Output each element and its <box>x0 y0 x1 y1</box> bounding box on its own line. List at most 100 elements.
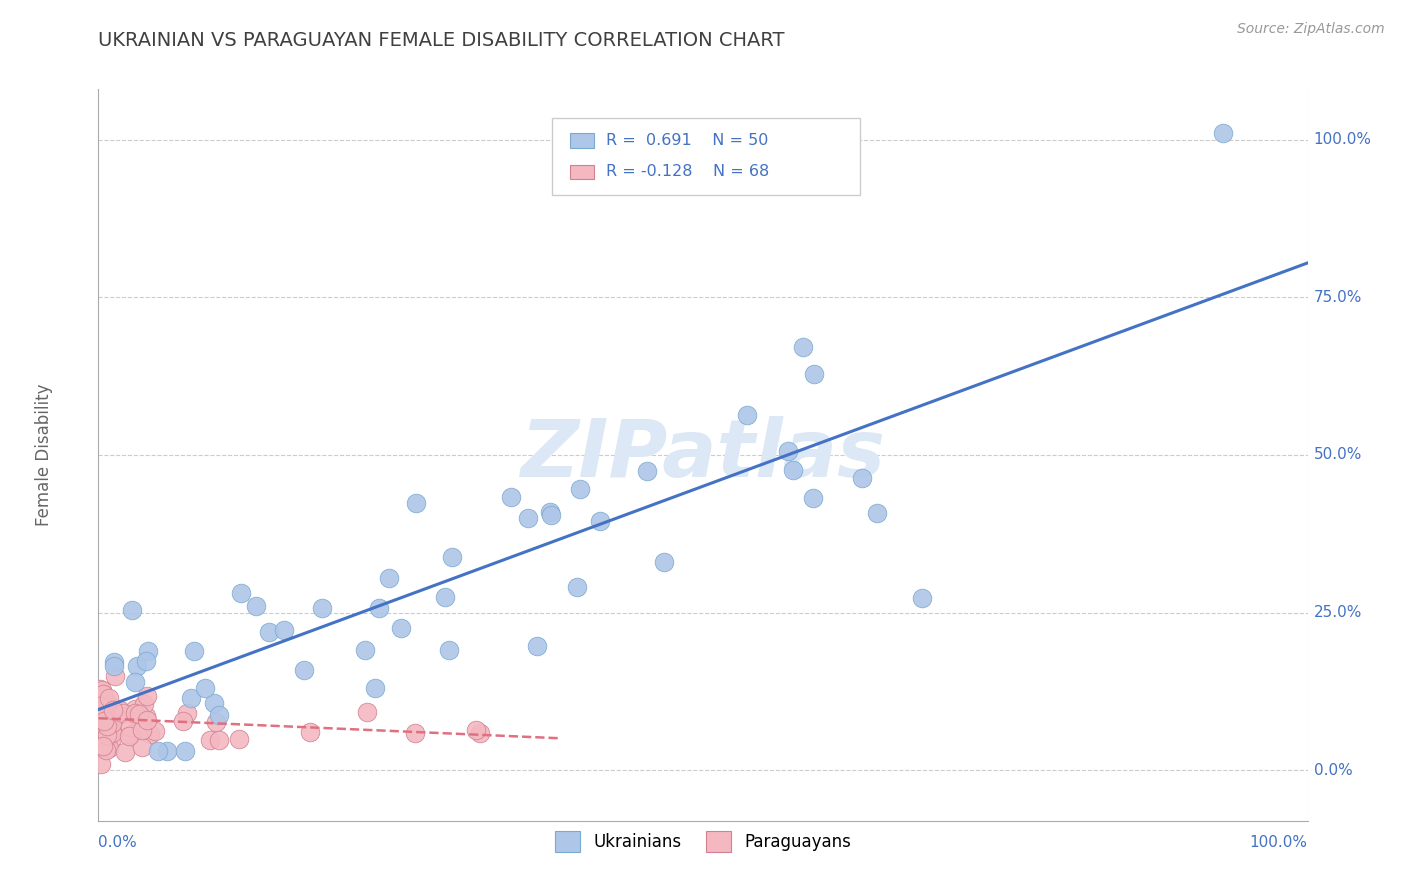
Point <box>87 700 110 714</box>
Point <box>183 644 205 658</box>
Point <box>131 723 153 737</box>
Point <box>257 625 280 640</box>
Point <box>588 514 610 528</box>
Point <box>96 719 118 733</box>
Point <box>146 744 169 758</box>
Text: UKRAINIAN VS PARAGUAYAN FEMALE DISABILITY CORRELATION CHART: UKRAINIAN VS PARAGUAYAN FEMALE DISABILIT… <box>98 31 785 50</box>
Point <box>87 698 110 713</box>
Point <box>125 709 148 723</box>
Point <box>107 708 129 723</box>
Point <box>538 504 561 518</box>
Point <box>735 408 758 422</box>
Point <box>93 695 115 709</box>
Point <box>89 689 111 703</box>
Point <box>135 689 157 703</box>
Point <box>90 700 112 714</box>
Point <box>172 714 194 728</box>
Point <box>228 731 250 746</box>
Point <box>499 490 522 504</box>
Point <box>156 744 179 758</box>
Point <box>135 714 157 728</box>
Point <box>204 715 226 730</box>
Point <box>93 691 115 706</box>
Point <box>468 726 491 740</box>
Point <box>526 639 548 653</box>
Point <box>89 698 111 713</box>
Point <box>96 727 118 741</box>
Point <box>91 687 114 701</box>
Point <box>202 696 225 710</box>
Point <box>124 675 146 690</box>
Point <box>89 724 111 739</box>
Point <box>404 726 426 740</box>
Text: 0.0%: 0.0% <box>98 835 138 850</box>
Point <box>91 739 114 753</box>
Point <box>778 444 800 458</box>
Point <box>128 707 150 722</box>
Point <box>441 549 464 564</box>
Point <box>364 681 387 695</box>
Point <box>121 603 143 617</box>
Point <box>782 462 804 476</box>
Point <box>94 714 117 728</box>
Point <box>98 691 121 706</box>
Point <box>93 714 115 729</box>
Point <box>97 714 120 729</box>
Bar <box>569 164 595 179</box>
Point <box>173 744 195 758</box>
Point <box>180 690 202 705</box>
Point <box>851 470 873 484</box>
Point <box>801 491 824 505</box>
Point <box>405 496 427 510</box>
Text: 100.0%: 100.0% <box>1313 132 1372 147</box>
Point <box>465 723 488 737</box>
Point <box>792 341 814 355</box>
Point <box>118 729 141 743</box>
Point <box>111 706 134 721</box>
Text: 0.0%: 0.0% <box>1313 763 1353 778</box>
Text: ZIPatlas: ZIPatlas <box>520 416 886 494</box>
Point <box>114 745 136 759</box>
Point <box>97 740 120 755</box>
Point <box>100 725 122 739</box>
Bar <box>569 133 595 148</box>
Point <box>94 743 117 757</box>
Point <box>91 708 114 723</box>
Point <box>911 591 934 605</box>
FancyBboxPatch shape <box>551 119 860 195</box>
Point <box>433 590 456 604</box>
Point <box>108 703 131 717</box>
Point <box>125 658 148 673</box>
Point <box>368 601 391 615</box>
Point <box>1212 126 1234 140</box>
Text: Female Disability: Female Disability <box>35 384 53 526</box>
Point <box>138 727 160 741</box>
Point <box>90 716 112 731</box>
Point <box>136 643 159 657</box>
Point <box>273 624 295 638</box>
Point <box>652 555 675 569</box>
Point <box>353 643 375 657</box>
Point <box>91 711 114 725</box>
Point <box>124 706 146 720</box>
Point <box>120 720 142 734</box>
Point <box>292 663 315 677</box>
Point <box>87 722 110 736</box>
Point <box>356 705 378 719</box>
Point <box>124 701 146 715</box>
Point <box>93 722 115 736</box>
Point <box>311 600 333 615</box>
Text: R = -0.128    N = 68: R = -0.128 N = 68 <box>606 164 769 179</box>
Point <box>568 483 591 497</box>
Text: 50.0%: 50.0% <box>1313 448 1362 462</box>
Point <box>96 695 118 709</box>
Point <box>87 723 110 738</box>
Text: Source: ZipAtlas.com: Source: ZipAtlas.com <box>1237 22 1385 37</box>
Point <box>298 725 321 739</box>
Point <box>377 571 399 585</box>
Point <box>103 655 125 669</box>
Point <box>104 669 127 683</box>
Point <box>132 698 155 712</box>
Point <box>389 621 412 635</box>
Point <box>103 703 125 717</box>
